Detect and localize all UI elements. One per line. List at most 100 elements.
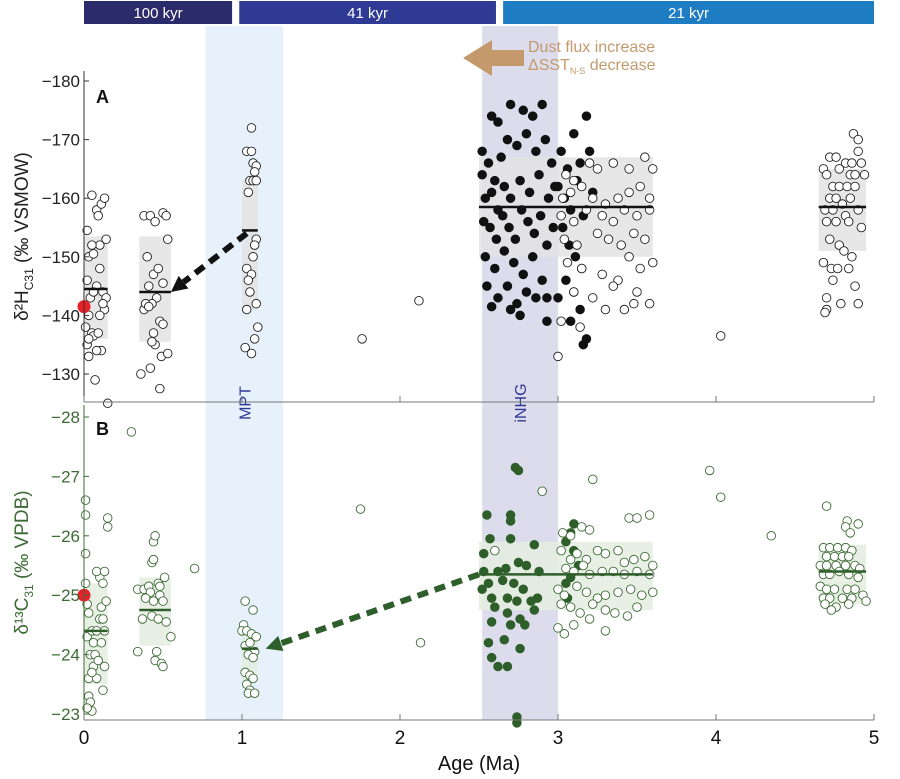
data-point	[505, 516, 516, 526]
y-tick-label: −23	[51, 705, 80, 724]
data-point	[497, 211, 508, 221]
data-point	[561, 578, 571, 589]
data-point	[497, 575, 508, 586]
data-point	[240, 596, 250, 606]
data-point	[512, 298, 522, 309]
data-point	[477, 170, 487, 180]
data-point	[578, 339, 589, 350]
data-point	[576, 263, 587, 274]
data-point	[90, 375, 100, 385]
data-point	[644, 510, 655, 520]
data-point	[414, 296, 424, 306]
band-label-inhg: iNHG	[513, 383, 530, 422]
data-point	[515, 175, 525, 186]
data-point	[99, 661, 110, 672]
data-point	[98, 685, 108, 695]
data-point	[509, 578, 519, 589]
data-point	[569, 216, 579, 227]
data-point	[95, 310, 105, 321]
data-point	[251, 298, 261, 309]
data-point	[861, 596, 871, 606]
data-point	[613, 193, 623, 203]
data-point	[486, 617, 497, 627]
data-point	[486, 593, 497, 603]
data-point	[483, 158, 494, 168]
data-point	[845, 193, 856, 203]
data-point	[820, 599, 830, 609]
data-point	[715, 331, 726, 341]
data-point	[243, 187, 254, 198]
data-point	[80, 322, 91, 332]
data-point	[493, 661, 503, 672]
data-point	[482, 510, 492, 520]
data-point	[150, 216, 160, 227]
data-point	[610, 608, 620, 618]
data-point	[499, 246, 510, 256]
data-point	[155, 383, 165, 394]
y-axis-label: δ¹³C31 (‰ VPDB)	[12, 490, 36, 634]
data-point	[478, 548, 489, 559]
data-point	[415, 637, 426, 648]
y-label-subscript: C31	[22, 268, 36, 290]
data-point	[853, 519, 863, 529]
data-point	[501, 563, 511, 574]
annotation-decrease: decrease	[585, 57, 655, 74]
data-point	[818, 257, 829, 268]
data-point	[162, 348, 173, 359]
x-tick-label: 5	[869, 728, 880, 749]
data-point	[529, 539, 540, 550]
data-point	[843, 263, 854, 274]
data-point	[839, 246, 849, 256]
data-point	[570, 252, 581, 262]
data-point	[588, 474, 598, 485]
data-point	[575, 608, 585, 618]
data-point	[88, 637, 99, 648]
data-point	[821, 584, 832, 595]
data-point	[486, 652, 497, 663]
data-point	[477, 146, 487, 157]
y-tick-label: −180	[42, 72, 80, 91]
data-point	[161, 211, 171, 221]
data-point	[624, 164, 634, 174]
data-point	[83, 334, 94, 344]
data-point	[640, 551, 650, 562]
y-label-units: (‰ VPDB)	[12, 490, 33, 584]
data-point	[608, 281, 619, 291]
data-point	[513, 557, 524, 568]
trend-arrowhead-icon	[170, 275, 189, 292]
data-point	[540, 134, 551, 145]
data-point	[490, 545, 500, 556]
data-point	[572, 240, 582, 250]
data-point	[619, 557, 630, 568]
data-point	[836, 298, 846, 309]
data-point	[166, 632, 176, 642]
data-point	[847, 252, 857, 262]
data-point	[490, 602, 500, 612]
data-point	[831, 216, 841, 227]
data-point	[856, 222, 867, 233]
data-point	[559, 629, 570, 639]
data-point	[531, 293, 541, 303]
data-point	[102, 522, 113, 532]
data-point	[87, 667, 97, 678]
data-point	[548, 222, 559, 233]
trend-arrowhead-icon	[265, 635, 284, 651]
data-point	[518, 269, 528, 280]
annotation-line-2: ΔSSTN-S decrease	[528, 57, 656, 76]
y-tick-label: −170	[42, 131, 80, 150]
data-point	[588, 193, 598, 203]
data-point	[821, 551, 832, 562]
data-point	[584, 525, 595, 535]
data-point	[502, 661, 513, 672]
data-point	[142, 252, 152, 262]
data-point	[613, 587, 623, 597]
dust-flux-annotation: Dust flux increase ΔSSTN-S decrease	[463, 39, 656, 76]
x-tick-label: 4	[711, 728, 722, 749]
data-point	[512, 596, 522, 606]
data-point	[102, 513, 113, 523]
annotation-subscript: N-S	[570, 66, 586, 76]
data-point	[821, 560, 832, 571]
data-point	[357, 334, 367, 344]
annotation-delta-sst: ΔSST	[528, 57, 570, 74]
data-point	[87, 190, 97, 201]
